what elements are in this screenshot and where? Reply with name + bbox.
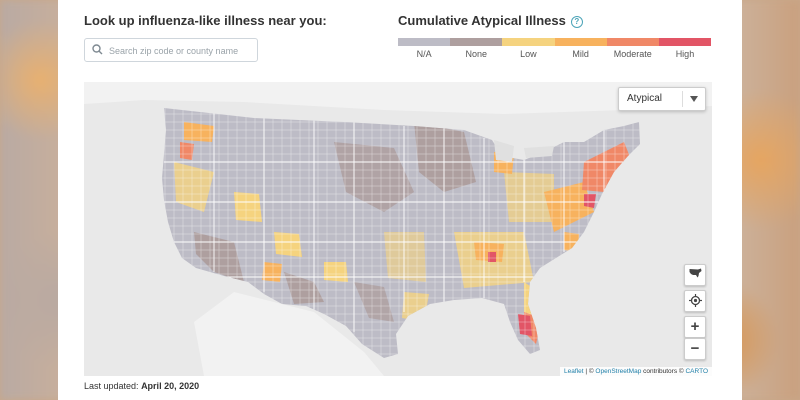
dropdown-separator — [682, 91, 683, 107]
carto-link[interactable]: CARTO — [685, 368, 708, 375]
legend-swatch-low — [502, 38, 555, 46]
legend-labels: N/A None Low Mild Moderate High — [398, 49, 711, 59]
search-icon — [92, 44, 103, 55]
legend-swatch-none — [450, 38, 503, 46]
legend-title: Cumulative Atypical Illness? — [398, 13, 583, 28]
layer-dropdown[interactable]: Atypical — [618, 87, 706, 111]
attribution-sep: | © — [583, 368, 596, 375]
question-circle-icon[interactable]: ? — [570, 16, 583, 28]
mexico-land — [194, 292, 384, 376]
layer-dropdown-value: Atypical — [627, 93, 663, 104]
legend-color-bar — [398, 38, 712, 46]
legend-title-text: Cumulative Atypical Illness — [398, 13, 566, 28]
lookup-title: Look up influenza-like illness near you: — [84, 13, 327, 28]
lake-michigan — [494, 140, 514, 162]
legend-swatch-moderate — [606, 38, 659, 46]
zoom-out-button[interactable]: − — [684, 338, 706, 360]
legend-swatch-na — [398, 38, 451, 46]
legend-label-na: N/A — [416, 49, 432, 59]
legend-label-low: Low — [520, 49, 537, 59]
legend-swatch-mild — [554, 38, 607, 46]
map-view[interactable]: Atypical + − Leaflet | © OpenStreetMap c… — [84, 82, 712, 376]
caret-down-icon[interactable] — [690, 96, 698, 102]
illness-panel: Look up influenza-like illness near you:… — [58, 0, 742, 400]
last-updated: Last updated: April 20, 2020 — [84, 381, 199, 391]
legend-label-mild: Mild — [572, 49, 589, 59]
search-box[interactable] — [84, 38, 258, 62]
last-updated-label: Last updated: — [84, 381, 139, 391]
legend-swatch-high — [658, 38, 712, 46]
legend-label-high: High — [675, 49, 695, 59]
last-updated-date: April 20, 2020 — [141, 381, 200, 391]
state-borders — [164, 112, 624, 332]
us-counties — [162, 108, 640, 358]
usa-map-icon[interactable] — [684, 264, 706, 286]
choropleth-map[interactable] — [84, 82, 712, 376]
legend: N/A None Low Mild Moderate High — [398, 38, 712, 59]
attribution-contrib: contributors © — [641, 368, 686, 375]
search-input[interactable] — [107, 41, 257, 61]
canada-land — [84, 82, 712, 114]
leaflet-link[interactable]: Leaflet — [563, 368, 584, 375]
legend-label-none: None — [465, 49, 488, 59]
legend-label-moderate: Moderate — [613, 49, 652, 59]
map-attribution: Leaflet | © OpenStreetMap contributors ©… — [559, 367, 712, 376]
locate-icon[interactable] — [684, 290, 706, 312]
osm-link[interactable]: OpenStreetMap — [595, 368, 642, 375]
lake-erie — [524, 146, 554, 158]
zoom-in-button[interactable]: + — [684, 316, 706, 338]
